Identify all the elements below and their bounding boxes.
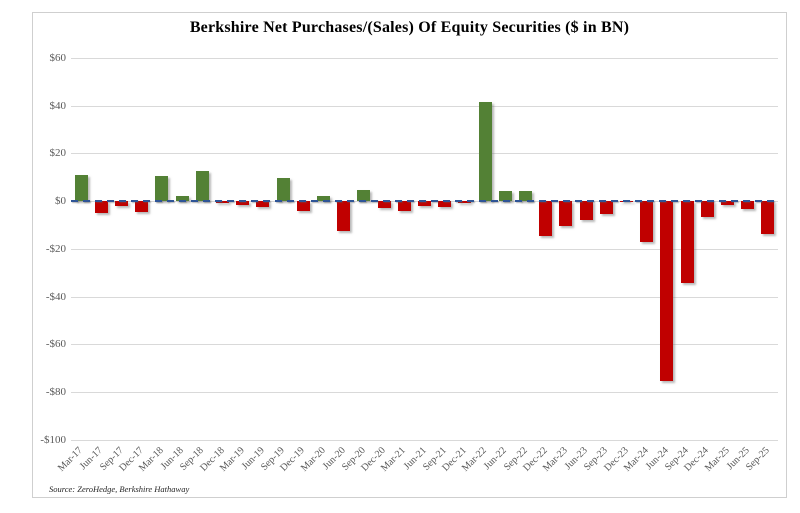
bar-Sep-23 xyxy=(599,201,613,214)
y-axis-tick-label: -$60 xyxy=(45,338,66,351)
bar-Dec-20 xyxy=(377,201,391,209)
plot-area: $60 $40 $20 $0 -$20 -$40 -$60 -$80 -$100 Mar-17 Ju… xyxy=(33,13,786,497)
bar-Sep-19 xyxy=(276,178,290,201)
chart-title: Berkshire Net Purchases/(Sales) Of Equit… xyxy=(189,19,630,36)
y-gridline xyxy=(71,296,778,298)
y-gridline xyxy=(71,439,778,441)
y-axis-tick-label: $0 xyxy=(55,195,66,207)
bar-Mar-24 xyxy=(640,201,654,243)
bar-Dec-17 xyxy=(135,201,149,212)
bar-Dec-21 xyxy=(458,201,472,204)
zero-axis-dashed-line xyxy=(71,200,778,202)
y-gridline xyxy=(71,105,778,107)
bar-Sep-22 xyxy=(519,191,532,201)
y-axis-tick-label: $20 xyxy=(49,147,67,160)
bar-Mar-23 xyxy=(559,201,573,227)
bar-Dec-18 xyxy=(216,201,229,204)
bar-Dec-22 xyxy=(539,201,553,236)
bar-Sep-24 xyxy=(680,201,694,284)
y-axis-tick-label: -$20 xyxy=(45,242,66,255)
bar-Sep-25 xyxy=(761,201,775,234)
bar-Sep-18 xyxy=(195,171,209,201)
bar-Jun-20 xyxy=(337,201,351,231)
bar-Mar-18 xyxy=(155,175,169,201)
bar-Jun-25 xyxy=(741,201,755,210)
bar-Jun-21 xyxy=(418,201,431,206)
y-gridline xyxy=(71,248,778,250)
y-axis-tick-label: $60 xyxy=(49,51,67,64)
y-gridline xyxy=(71,392,778,393)
bar-Mar-21 xyxy=(397,201,411,211)
y-axis-tick-label: -$80 xyxy=(45,386,66,398)
chart-frame: Berkshire Net Purchases/(Sales) Of Equit… xyxy=(32,12,787,498)
y-axis-tick-label: $40 xyxy=(49,99,67,112)
y-gridline xyxy=(71,153,778,155)
source-note: Source: ZeroHedge, Berkshire Hathaway xyxy=(49,484,190,494)
bar-Jun-17 xyxy=(94,201,108,213)
bar-Mar-17 xyxy=(74,174,88,201)
bar-Jun-24 xyxy=(660,201,674,382)
bar-Mar-22 xyxy=(478,101,492,201)
bar-Jun-19 xyxy=(256,201,270,207)
bar-Jun-22 xyxy=(498,191,512,201)
y-gridline xyxy=(71,57,778,59)
y-axis-tick-label: -$40 xyxy=(45,290,66,303)
bar-Mar-19 xyxy=(236,201,250,205)
bar-Sep-17 xyxy=(115,201,128,206)
bar-Dec-24 xyxy=(700,201,714,218)
bar-Mar-25 xyxy=(721,201,734,205)
bar-Jun-23 xyxy=(579,201,593,221)
bar-Sep-20 xyxy=(357,189,371,201)
bar-Jun-18 xyxy=(175,196,189,201)
y-axis-tick-label: -$100 xyxy=(40,433,66,446)
y-gridline xyxy=(71,344,778,346)
bar-Mar-20 xyxy=(317,196,330,201)
bar-Sep-21 xyxy=(438,201,452,207)
bar-Dec-19 xyxy=(296,201,310,211)
